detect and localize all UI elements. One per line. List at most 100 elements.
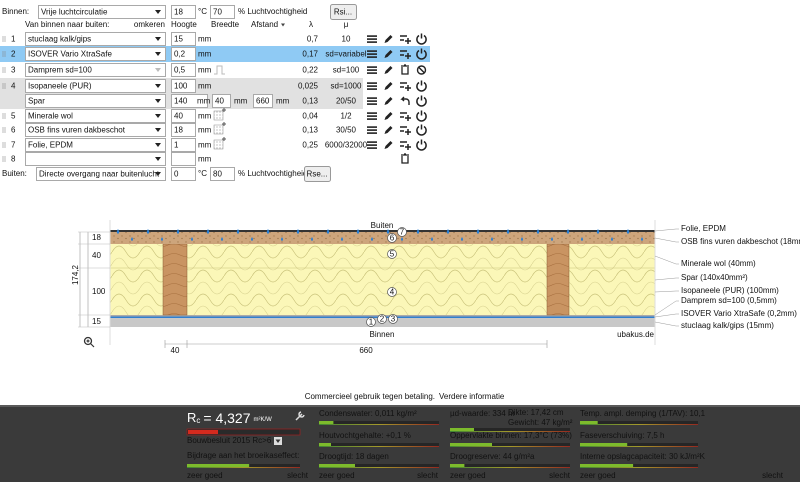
settings-icon[interactable] (295, 411, 305, 421)
icon-menu[interactable] (367, 97, 377, 99)
text-input[interactable] (171, 123, 196, 137)
icon-edit[interactable] (384, 97, 393, 105)
text-input[interactable] (171, 152, 196, 166)
icon-undo[interactable] (400, 96, 410, 105)
icon-disable[interactable] (418, 66, 425, 74)
text-input[interactable] (171, 138, 196, 152)
scale-good: zeer goed (580, 471, 616, 480)
select-box[interactable] (25, 152, 166, 166)
icon-trash[interactable] (401, 153, 409, 164)
select-box[interactable] (25, 47, 166, 61)
button[interactable] (330, 4, 357, 20)
icon-edit[interactable] (384, 66, 393, 74)
text-input[interactable] (171, 109, 196, 123)
scale-bad: slecht (762, 471, 784, 480)
metric: Condenswater: 0,011 kg/m² (319, 409, 417, 418)
zoom-icon[interactable] (86, 339, 95, 348)
text-input[interactable] (171, 79, 196, 93)
select-box[interactable] (36, 167, 166, 181)
select-box[interactable] (25, 63, 166, 77)
input-value: 0,5 (174, 66, 186, 75)
icon-insert[interactable] (400, 112, 411, 121)
icon-menu[interactable] (367, 118, 377, 120)
icon-menu[interactable] (367, 144, 377, 146)
select[interactable]: Spar (25, 94, 166, 108)
text-input[interactable] (171, 47, 196, 61)
select[interactable]: Isopaneele (PUR) (25, 79, 166, 93)
select-box[interactable] (25, 109, 166, 123)
leader-line (654, 237, 679, 243)
select[interactable]: Minerale wol (25, 109, 166, 123)
text-input[interactable] (210, 5, 235, 19)
icon-menu[interactable] (367, 35, 377, 37)
moisture-drop (491, 237, 493, 241)
text-input[interactable] (171, 32, 196, 46)
text-input[interactable] (210, 167, 235, 181)
select[interactable] (25, 152, 166, 166)
select-box[interactable] (25, 79, 166, 93)
icon-menu[interactable] (367, 82, 377, 84)
texture-icon (213, 124, 224, 135)
icon-menu[interactable] (367, 38, 377, 40)
icon-insert[interactable] (400, 50, 411, 59)
icon-edit[interactable] (384, 112, 393, 120)
icon-menu[interactable] (367, 53, 377, 55)
select[interactable]: ISOVER Vario XtraSafe (25, 47, 166, 61)
icon-menu[interactable] (367, 132, 377, 134)
icon-menu[interactable] (367, 103, 377, 105)
icon-power[interactable] (416, 139, 427, 151)
icon-menu[interactable] (367, 41, 377, 43)
icon-insert[interactable] (400, 141, 411, 150)
icon-power[interactable] (416, 110, 427, 122)
icon-menu[interactable] (367, 115, 377, 117)
text-input[interactable] (253, 94, 273, 108)
button[interactable] (304, 166, 331, 182)
icon-edit[interactable] (384, 35, 393, 43)
icon-power[interactable] (416, 48, 427, 60)
select-box[interactable] (38, 5, 166, 19)
drag-handle (2, 131, 4, 133)
icon-insert[interactable] (400, 126, 411, 135)
icon-edit[interactable] (384, 126, 393, 134)
select[interactable]: Folie, EPDM (25, 138, 166, 152)
icon-power[interactable] (416, 95, 427, 107)
icon-menu[interactable] (367, 66, 377, 68)
icon-edit[interactable] (384, 141, 393, 149)
icon-power[interactable] (416, 124, 427, 136)
select[interactable]: Directe overgang naar buitenlucht (36, 167, 166, 181)
select[interactable]: OSB fins vuren dakbeschot (25, 123, 166, 137)
icon-menu[interactable] (367, 50, 377, 52)
icon-menu[interactable] (367, 88, 377, 90)
icon-menu[interactable] (367, 72, 377, 74)
icon-menu[interactable] (367, 100, 377, 102)
select-box[interactable] (25, 123, 166, 137)
text-input[interactable] (171, 167, 196, 181)
icon-disable[interactable] (416, 65, 427, 75)
select-box[interactable] (25, 32, 166, 46)
text-input[interactable] (171, 63, 196, 77)
icon-menu[interactable] (367, 141, 377, 143)
icon-menu[interactable] (367, 85, 377, 87)
icon-menu[interactable] (367, 56, 377, 58)
icon-menu[interactable] (367, 112, 377, 114)
select-box[interactable] (25, 94, 166, 108)
icon-menu[interactable] (367, 69, 377, 71)
icon-menu[interactable] (367, 126, 377, 128)
icon-menu[interactable] (367, 147, 377, 149)
select-box[interactable] (25, 138, 166, 152)
icon-edit[interactable] (384, 82, 393, 90)
icon-power[interactable] (416, 80, 427, 92)
icon-trash[interactable] (401, 64, 409, 75)
icon-power[interactable] (416, 33, 427, 45)
icon-menu[interactable] (367, 129, 377, 131)
icon-insert[interactable] (400, 35, 411, 44)
icon-insert[interactable] (400, 82, 411, 91)
text-input[interactable] (171, 5, 196, 19)
icon-edit[interactable] (384, 50, 393, 58)
text-input[interactable] (171, 94, 208, 108)
select[interactable]: Vrije luchtcirculatie (38, 5, 166, 19)
select[interactable]: stuclaag kalk/gips (25, 32, 166, 46)
select[interactable]: Damprem sd=100 (25, 63, 166, 77)
zoom-icon[interactable] (83, 336, 93, 346)
text-input[interactable] (212, 94, 231, 108)
